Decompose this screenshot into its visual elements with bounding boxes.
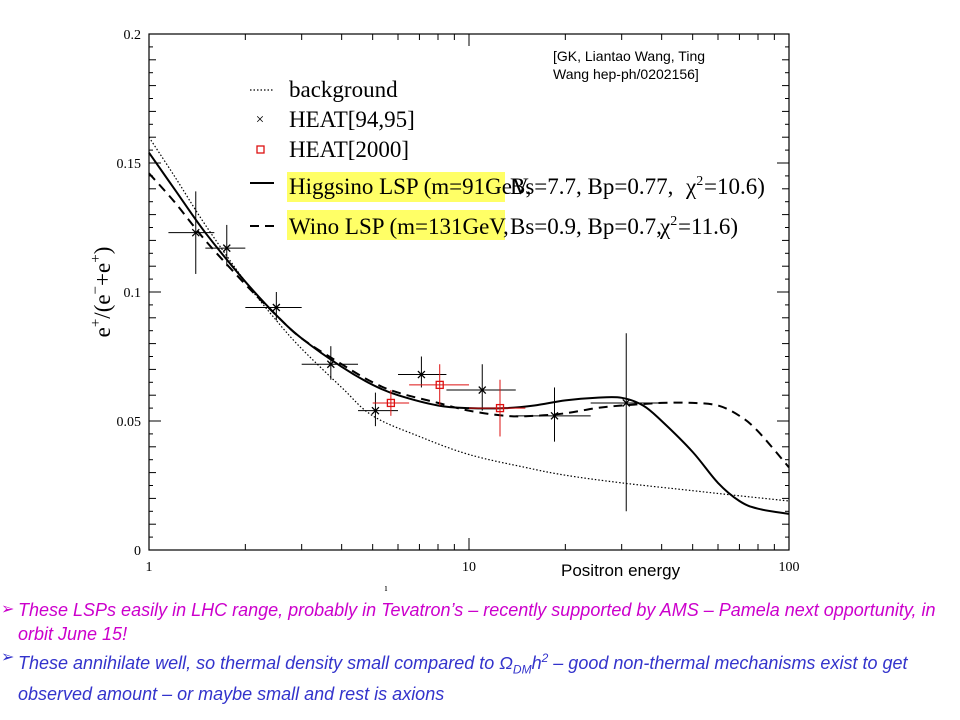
legend-swatch-heat2000 (256, 145, 265, 154)
y-tick-label: 0.05 (117, 415, 142, 430)
series-line-solid (148, 152, 790, 515)
series-line-dashed (148, 172, 790, 469)
y-tick-label: 0 (134, 544, 141, 559)
note-bullet: ➢ These annihilate well, so thermal dens… (0, 646, 960, 706)
note-bullet: ➢ These LSPs easily in LHC range, probab… (0, 598, 960, 646)
heat9495-point (398, 356, 447, 388)
point-marker (417, 370, 426, 379)
legend: background × HEAT[94,95] HEAT[2000] Higg… (250, 77, 765, 240)
point-marker (386, 398, 396, 408)
legend-label-heat2000: HEAT[2000] (289, 137, 409, 162)
positron-fraction-chart: 0 0.05 0.1 0.15 0.2 1 10 100 ı e+/(e−+e+… (88, 28, 800, 594)
legend-label-higgsino: Higgsino LSP (m=91GeV,Bs=7.7, Bp=0.77, χ2… (289, 174, 765, 199)
legend-label-background: background (289, 77, 398, 102)
arrow-bullet-icon: ➢ (1, 649, 15, 666)
heat2000-point (469, 379, 526, 437)
heat2000-point (372, 390, 410, 416)
legend-highlight-higgsino (287, 172, 505, 202)
point-marker (622, 398, 631, 407)
data-points (168, 191, 662, 512)
x-tick-label: 1 (146, 560, 153, 575)
point-marker (326, 360, 335, 369)
legend-label-wino: Wino LSP (m=131GeV,Bs=0.9, Bp=0.7,χ2=11.… (289, 214, 738, 239)
legend-swatch-heat9495: × (256, 112, 264, 128)
heat9495-point (168, 191, 215, 274)
point-marker (371, 406, 380, 415)
axis-ticks (148, 33, 790, 551)
x-tick-label: 10 (462, 560, 476, 575)
arrow-bullet-icon: ➢ (1, 601, 15, 618)
legend-label-heat9495: HEAT[94,95] (289, 107, 415, 132)
heat9495-point (515, 387, 591, 442)
plot-frame (148, 33, 790, 551)
notes: ➢ These LSPs easily in LHC range, probab… (0, 598, 960, 706)
y-axis-label: e+/(e−+e+) (88, 247, 115, 338)
point-marker (435, 380, 444, 390)
point-marker (478, 386, 487, 394)
point-marker (222, 244, 231, 253)
point-marker (191, 228, 200, 237)
heat9495-point (446, 364, 516, 411)
y-tick-label: 0.15 (117, 157, 142, 172)
citation-line: [GK, Liantao Wang, Ting (553, 48, 706, 64)
heat9495-point (245, 292, 302, 321)
heat9495-point (358, 392, 399, 427)
citation: [GK, Liantao Wang, Ting Wang hep-ph/0202… (553, 47, 773, 83)
heat2000-point (409, 364, 469, 406)
x-tick-label: 100 (779, 560, 800, 575)
y-tick-label: 0.2 (124, 28, 142, 43)
x-axis-title: Positron energy (561, 561, 681, 580)
point-marker (495, 403, 505, 413)
heat9495-point (590, 333, 662, 512)
citation-line: Wang hep-ph/0202156] (553, 66, 699, 82)
x-axis-mark: ı (385, 583, 388, 594)
legend-highlight-wino (287, 210, 505, 240)
heat9495-point (301, 346, 359, 380)
note-text: These annihilate well, so thermal densit… (18, 651, 908, 704)
note-text: These LSPs easily in LHC range, probably… (18, 600, 936, 644)
point-marker (550, 411, 559, 420)
heat9495-point (205, 224, 246, 267)
point-marker (272, 303, 281, 312)
y-tick-label: 0.1 (124, 286, 142, 301)
